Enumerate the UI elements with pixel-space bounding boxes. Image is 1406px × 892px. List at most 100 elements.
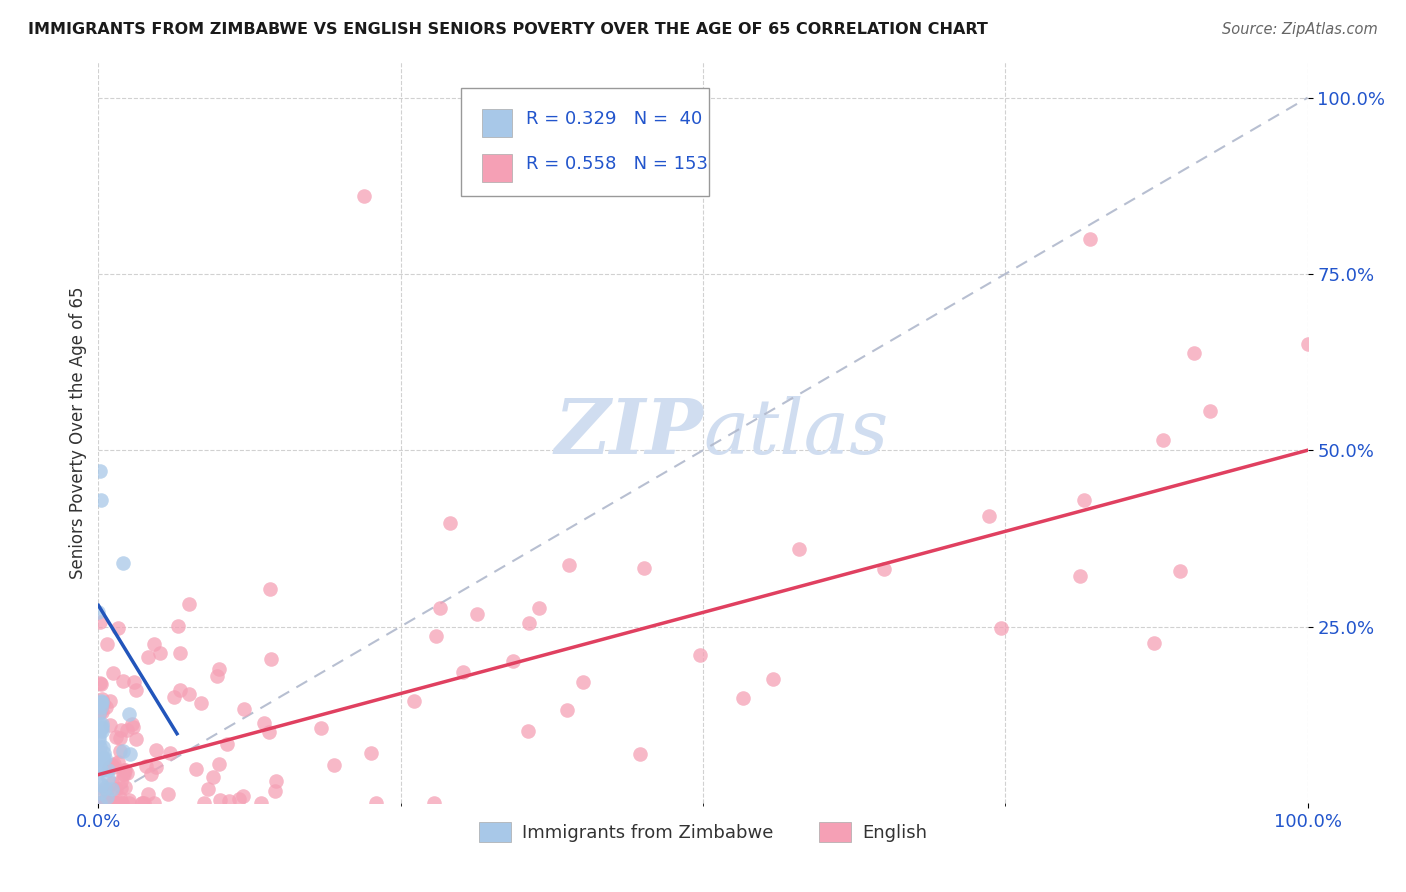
Point [366, 796, 388, 810]
Point [101, 665, 124, 680]
Point [90, 796, 112, 810]
Point [91, 692, 114, 706]
Point [209, 792, 232, 806]
Point [143, 796, 166, 810]
Point [873, 562, 896, 576]
Point [91, 752, 114, 766]
Point [91, 717, 114, 731]
Point [100, 776, 122, 790]
Point [107, 621, 129, 635]
Point [100, 796, 122, 810]
Point [108, 796, 131, 810]
Point [112, 674, 135, 689]
Point [94, 796, 117, 810]
Point [112, 767, 135, 781]
Point [159, 746, 181, 760]
Point [145, 743, 167, 757]
Point [516, 724, 538, 739]
Point [118, 747, 141, 761]
Point [89, 676, 111, 690]
Point [163, 690, 186, 704]
Point [201, 770, 224, 784]
Point [93, 796, 115, 810]
Point [134, 796, 156, 810]
Point [90, 695, 112, 709]
Point [208, 662, 231, 676]
Point [93, 796, 115, 810]
Point [98, 796, 121, 810]
Point [111, 766, 134, 780]
Point [253, 715, 276, 730]
Point [1152, 433, 1174, 447]
Point [108, 790, 131, 805]
Point [90, 492, 112, 507]
Point [1069, 568, 1091, 582]
Point [100, 796, 122, 810]
Point [1073, 492, 1095, 507]
Point [1182, 345, 1205, 359]
Text: IMMIGRANTS FROM ZIMBABWE VS ENGLISH SENIORS POVERTY OVER THE AGE OF 65 CORRELATI: IMMIGRANTS FROM ZIMBABWE VS ENGLISH SENI… [28, 22, 988, 37]
Point [91, 696, 114, 710]
Point [90, 696, 112, 710]
Point [990, 621, 1012, 635]
Point [628, 747, 651, 761]
Point [360, 746, 382, 760]
Point [167, 619, 190, 633]
Point [90, 796, 112, 810]
Point [87, 606, 110, 620]
Point [115, 765, 138, 780]
Point [100, 781, 122, 796]
Point [534, 140, 557, 154]
Point [1143, 636, 1166, 650]
Text: ZIP: ZIP [554, 396, 703, 469]
Point [104, 796, 127, 810]
Point [136, 649, 159, 664]
FancyBboxPatch shape [482, 154, 512, 182]
Point [572, 675, 595, 690]
Point [115, 723, 138, 738]
Point [131, 796, 153, 810]
Point [558, 558, 581, 572]
Point [404, 694, 426, 708]
Point [91, 705, 114, 719]
Point [149, 646, 172, 660]
Point [453, 665, 475, 680]
Point [110, 723, 132, 737]
Point [101, 796, 124, 810]
Point [101, 760, 124, 774]
Point [89, 717, 111, 731]
Point [118, 796, 141, 810]
Point [118, 793, 141, 807]
Point [122, 720, 145, 734]
Point [184, 763, 207, 777]
Point [731, 691, 754, 706]
Point [259, 582, 281, 596]
Point [135, 758, 157, 772]
Point [103, 756, 125, 771]
Point [96, 784, 118, 798]
Point [89, 764, 111, 778]
Point [125, 732, 148, 747]
Point [131, 796, 153, 810]
Point [309, 722, 332, 736]
Point [89, 786, 111, 800]
Point [90, 700, 112, 714]
Point [465, 607, 488, 622]
Text: atlas: atlas [703, 396, 889, 469]
Point [429, 601, 451, 615]
Point [87, 729, 110, 743]
Point [111, 556, 134, 570]
Point [87, 796, 110, 810]
Point [89, 762, 111, 776]
Point [91, 740, 114, 755]
Point [103, 796, 125, 810]
Point [93, 782, 115, 797]
Point [89, 740, 111, 755]
Point [105, 782, 128, 797]
Point [217, 737, 239, 751]
Point [762, 672, 785, 686]
Point [89, 464, 111, 478]
Legend: Immigrants from Zimbabwe, English: Immigrants from Zimbabwe, English [471, 815, 935, 849]
Point [90, 777, 112, 791]
Point [145, 760, 167, 774]
